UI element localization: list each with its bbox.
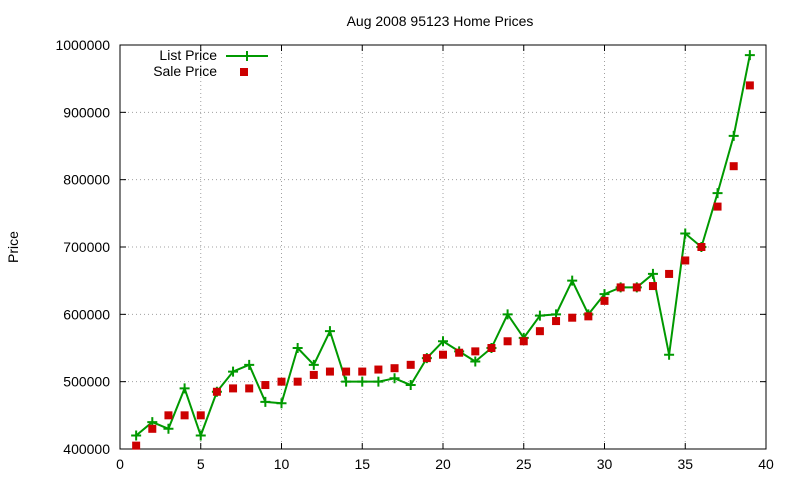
list-price-point — [502, 309, 513, 320]
axis-ticks: 0 5 10 15 20 25 30 35 40 400000 500000 600000 700000… — [55, 37, 774, 472]
list-price-point — [357, 376, 368, 387]
sale-price-point — [277, 377, 286, 386]
sale-price-point — [358, 367, 367, 376]
sale-price-point — [584, 312, 593, 321]
list-price-point — [131, 430, 142, 441]
list-price-point — [728, 130, 739, 141]
list-price-point — [712, 188, 723, 199]
list-price-point — [292, 343, 303, 353]
series-layer — [131, 50, 755, 450]
sale-price-point — [180, 411, 189, 420]
y-tick-label: 500000 — [63, 374, 110, 390]
list-price-point — [341, 376, 352, 387]
sale-price-point — [665, 269, 674, 278]
sale-price-point — [390, 364, 399, 373]
sale-price-point — [148, 424, 157, 433]
y-tick-label: 800000 — [63, 172, 110, 188]
x-tick-label: 30 — [597, 456, 613, 472]
list-price-point — [163, 423, 174, 434]
list-price-point — [438, 336, 448, 347]
sale-price-point — [229, 384, 238, 393]
sale-price-point — [487, 344, 496, 352]
sale-price-point — [503, 337, 512, 346]
sale-price-point — [471, 347, 480, 356]
sale-price-point — [132, 441, 141, 450]
sale-price-point — [552, 317, 561, 326]
sale-price-point — [406, 360, 415, 369]
sale-price-point — [439, 350, 447, 359]
legend: List Price Sale Price — [153, 47, 268, 79]
list-price-point — [324, 326, 335, 337]
list-price-point — [228, 366, 239, 377]
list-price-point — [744, 50, 755, 61]
list-price-point — [260, 396, 271, 407]
x-tick-label: 10 — [274, 456, 290, 472]
sale-price-point — [374, 365, 383, 374]
sale-price-point — [196, 411, 205, 420]
x-tick-label: 5 — [197, 456, 205, 472]
sale-price-point — [681, 256, 690, 265]
sale-price-point — [342, 367, 351, 376]
x-tick-label: 15 — [354, 456, 370, 472]
sale-price-point — [519, 337, 528, 346]
sale-price-point — [455, 348, 464, 357]
sale-price-point — [632, 283, 641, 292]
list-price-point — [534, 310, 545, 321]
list-price-point — [179, 383, 190, 394]
sale-price-point — [325, 367, 334, 376]
sale-price-point — [164, 411, 173, 420]
sale-price-point — [422, 354, 431, 363]
list-price-point — [567, 275, 578, 286]
sale-price-point — [568, 313, 577, 322]
list-price-point — [276, 398, 287, 409]
legend-marker-sale-price — [240, 68, 248, 76]
sale-price-point — [713, 202, 722, 211]
list-price-point — [664, 349, 675, 360]
y-tick-label: 400000 — [63, 441, 110, 457]
list-price-point — [647, 268, 658, 279]
list-price-point — [470, 356, 481, 367]
chart-title: Aug 2008 95123 Home Prices — [347, 13, 534, 29]
sale-price-point — [261, 381, 270, 390]
x-tick-label: 20 — [435, 456, 451, 472]
sale-price-point — [697, 243, 706, 251]
x-tick-label: 40 — [758, 456, 774, 472]
sale-price-point — [616, 283, 625, 292]
sale-price-point — [245, 384, 254, 393]
legend-label-list-price: List Price — [159, 47, 217, 63]
y-tick-label: 700000 — [63, 239, 110, 255]
sale-price-point — [309, 370, 318, 379]
list-price-point — [244, 359, 255, 370]
sale-price-point — [745, 81, 754, 90]
sale-price-point — [648, 282, 657, 291]
sale-price-point — [293, 377, 302, 386]
y-tick-label: 1000000 — [55, 37, 110, 53]
y-tick-label: 600000 — [63, 306, 110, 322]
list-price-point — [680, 228, 691, 239]
sale-price-point — [535, 327, 544, 336]
x-tick-label: 25 — [516, 456, 532, 472]
sale-price-point — [600, 296, 609, 305]
legend-label-sale-price: Sale Price — [153, 63, 217, 79]
y-tick-label: 900000 — [63, 104, 110, 120]
list-price-point — [389, 373, 400, 384]
y-axis-label: Price — [5, 231, 21, 263]
sale-price-point — [212, 387, 221, 396]
sale-price-point — [729, 162, 738, 171]
x-tick-label: 35 — [677, 456, 693, 472]
x-tick-label: 0 — [116, 456, 124, 472]
list-price-point — [308, 359, 319, 370]
list-price-point — [195, 430, 206, 441]
list-price-point — [405, 380, 416, 391]
list-price-point — [373, 376, 384, 387]
legend-marker-list-price — [242, 51, 252, 61]
